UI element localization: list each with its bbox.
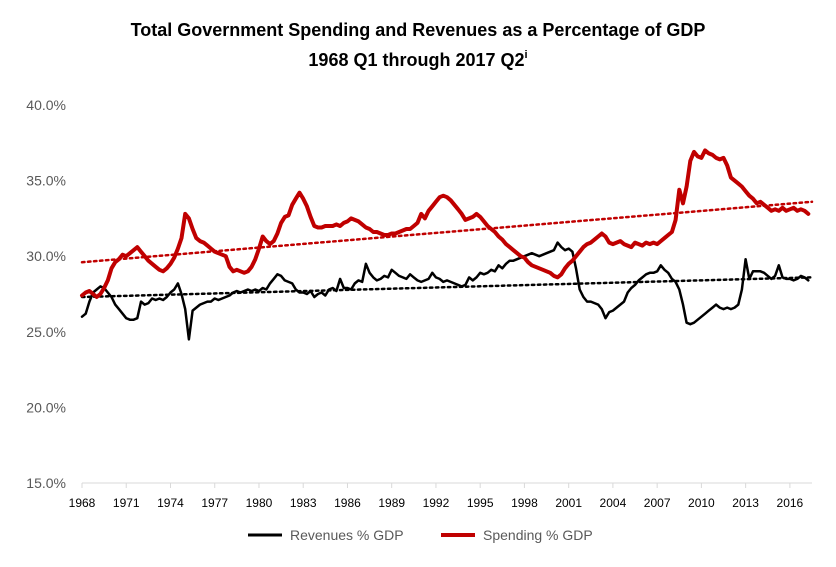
x-tick-label: 1974 (157, 496, 184, 510)
x-tick-label: 1995 (467, 496, 494, 510)
y-tick-label: 30.0% (26, 248, 66, 264)
x-tick-label: 2013 (732, 496, 759, 510)
y-tick-label: 15.0% (26, 475, 66, 491)
x-tick-label: 2001 (555, 496, 582, 510)
x-tick-label: 1971 (113, 496, 140, 510)
x-tick-label: 2007 (644, 496, 671, 510)
x-tick-label: 1983 (290, 496, 317, 510)
y-axis: 15.0% 20.0% 25.0% 30.0% 35.0% 40.0% (26, 97, 66, 491)
y-tick-label: 35.0% (26, 173, 66, 189)
y-tick-label: 25.0% (26, 324, 66, 340)
legend-label-revenues: Revenues % GDP (290, 527, 404, 543)
x-tick-label: 1986 (334, 496, 361, 510)
x-tick-label: 2004 (600, 496, 627, 510)
chart-title-line2-text: 1968 Q1 through 2017 Q2 (308, 50, 524, 70)
legend: Revenues % GDP Spending % GDP (248, 527, 593, 543)
series-line-spending (80, 148, 811, 299)
x-tick-label: 1989 (378, 496, 405, 510)
x-tick-label: 1992 (423, 496, 450, 510)
y-tick-label: 40.0% (26, 97, 66, 113)
trendlines (80, 200, 814, 299)
x-tick-label: 2010 (688, 496, 715, 510)
x-axis: 1968 1971 1974 1977 1980 1983 1986 1989 1992 1995… (69, 482, 812, 510)
series-line-revenues (80, 241, 810, 341)
x-tick-label: 1968 (69, 496, 96, 510)
y-tick-label: 20.0% (26, 399, 66, 415)
x-tick-label: 2016 (777, 496, 804, 510)
chart-title-line2: 1968 Q1 through 2017 Q2i (308, 49, 527, 70)
series-lines (80, 148, 811, 341)
chart-title-superscript: i (525, 49, 528, 61)
x-tick-label: 1998 (511, 496, 538, 510)
x-tick-label: 1977 (201, 496, 228, 510)
trendline-spending (80, 200, 814, 264)
legend-label-spending: Spending % GDP (483, 527, 593, 543)
x-tick-label: 1980 (246, 496, 273, 510)
trendline-revenues (80, 276, 814, 299)
chart-title-line1: Total Government Spending and Revenues a… (131, 20, 706, 40)
